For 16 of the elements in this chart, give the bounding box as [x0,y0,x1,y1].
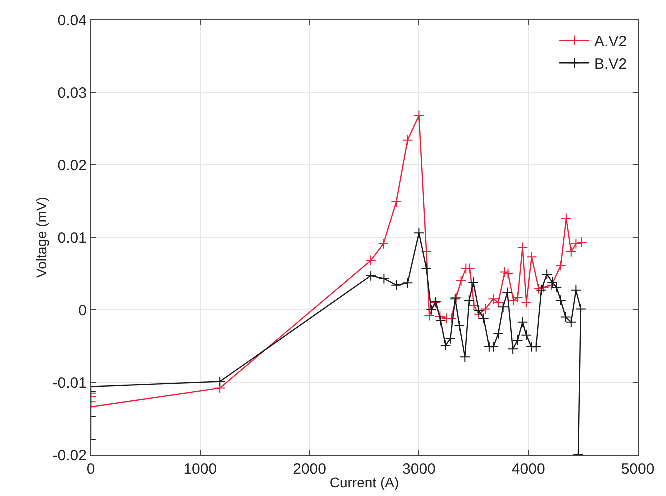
x-axis-title: Current (A) [330,474,400,490]
y-axis-title: Voltage (mV) [33,197,50,278]
y-tick-label: 0.01 [58,230,87,247]
x-tick-label: 4000 [512,461,546,478]
y-tick-label: -0.01 [52,374,87,392]
legend-label: A.V2 [594,33,628,50]
x-tick-label: 1000 [184,461,218,478]
x-tick-label: 5000 [621,461,655,478]
y-tick-label: 0.03 [58,84,87,102]
y-tick-label: -0.02 [52,447,87,464]
legend-label: B.V2 [594,56,628,73]
x-tick-label: 3000 [402,461,436,478]
y-tick-label: 0.04 [58,12,87,30]
y-tick-label: 0 [78,302,87,320]
x-tick-label: 2000 [293,461,326,478]
y-tick-label: 0.02 [58,157,87,174]
